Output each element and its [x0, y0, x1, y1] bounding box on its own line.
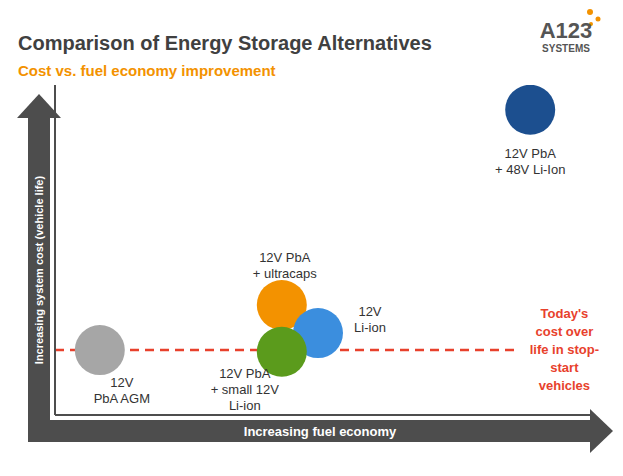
svg-text:+ 48V Li-Ion: + 48V Li-Ion — [495, 162, 565, 177]
svg-text:PbA AGM: PbA AGM — [94, 391, 150, 406]
svg-text:start: start — [550, 360, 579, 375]
svg-text:12V PbA: 12V PbA — [505, 146, 557, 161]
svg-text:A123: A123 — [540, 18, 593, 43]
svg-text:life in stop-: life in stop- — [530, 342, 599, 357]
svg-text:vehicles: vehicles — [539, 378, 590, 393]
svg-text:+ small 12V: + small 12V — [211, 382, 280, 397]
svg-text:12V PbA: 12V PbA — [259, 250, 311, 265]
svg-text:Increasing system cost (vehicl: Increasing system cost (vehicle life) — [33, 176, 45, 365]
svg-text:Comparison of Energy Storage A: Comparison of Energy Storage Alternative… — [18, 32, 432, 54]
svg-text:SYSTEMS: SYSTEMS — [542, 43, 590, 54]
svg-text:Today's: Today's — [541, 306, 589, 321]
svg-text:Li-ion: Li-ion — [229, 398, 261, 413]
svg-text:Li-ion: Li-ion — [354, 320, 386, 335]
svg-text:12V: 12V — [110, 375, 133, 390]
svg-text:12V: 12V — [358, 304, 381, 319]
svg-text:cost over: cost over — [535, 324, 593, 339]
svg-text:+ ultracaps: + ultracaps — [253, 266, 317, 281]
svg-text:Cost vs. fuel economy improvem: Cost vs. fuel economy improvement — [18, 62, 276, 79]
svg-text:12V PbA: 12V PbA — [219, 366, 271, 381]
svg-text:Increasing fuel economy: Increasing fuel economy — [244, 424, 397, 439]
